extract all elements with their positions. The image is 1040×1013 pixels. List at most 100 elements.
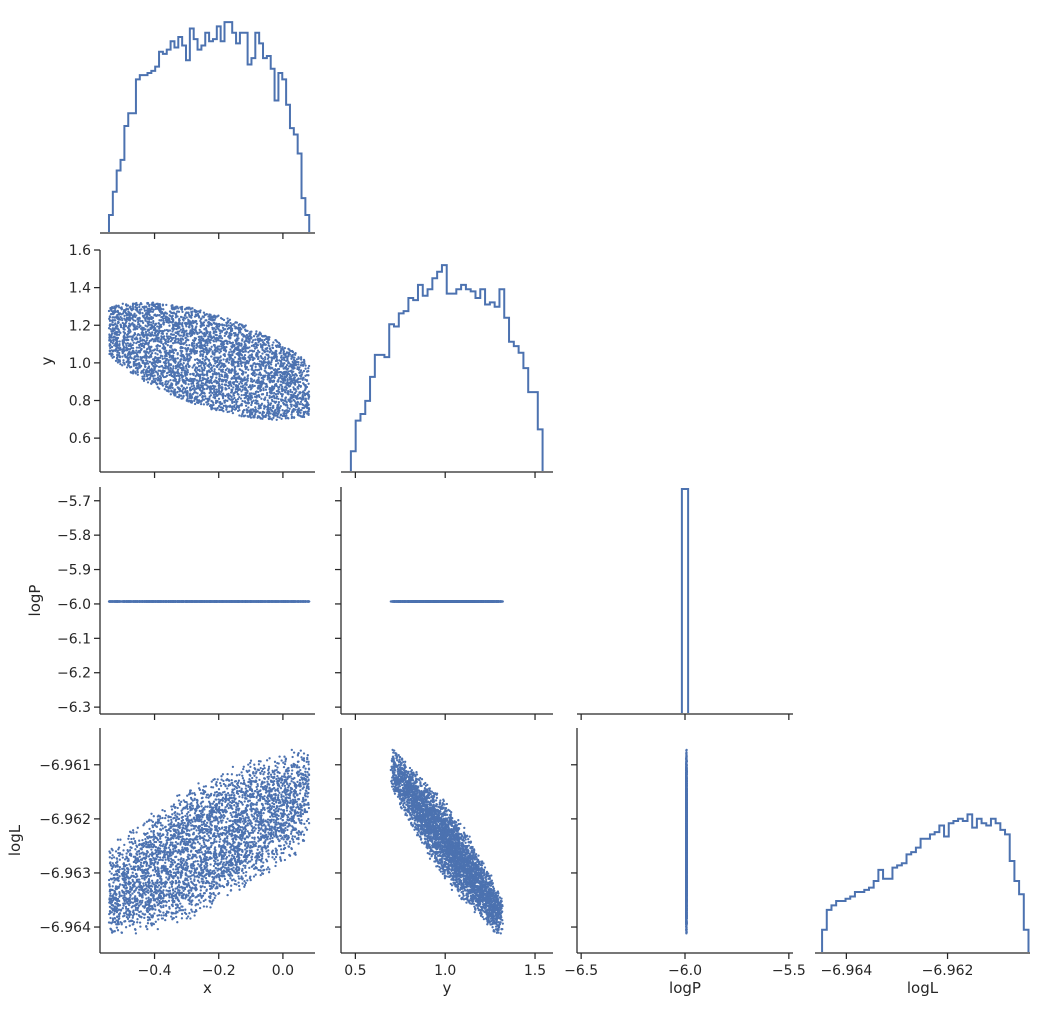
scatter-point <box>115 360 117 362</box>
scatter-point <box>193 385 195 387</box>
histogram-bin <box>490 302 495 471</box>
scatter-point <box>201 372 203 374</box>
scatter-point <box>260 368 262 370</box>
scatter-point <box>203 312 205 314</box>
histogram-bin <box>408 298 413 471</box>
scatter-point <box>189 348 191 350</box>
scatter-point <box>271 344 273 346</box>
histogram-bin <box>186 60 190 232</box>
scatter-point <box>301 371 303 373</box>
histogram-bin <box>109 215 113 232</box>
histogram-bin <box>259 43 263 232</box>
scatter-point <box>244 397 246 399</box>
histogram-bin <box>351 451 356 471</box>
scatter-point <box>257 382 259 384</box>
histogram-bin <box>504 318 509 471</box>
scatter-point <box>247 369 249 371</box>
scatter-point <box>289 408 291 410</box>
scatter-point <box>265 389 267 391</box>
scatter-point <box>170 393 172 395</box>
histogram-bin <box>370 377 375 471</box>
histogram-bin <box>248 65 252 232</box>
scatter-point <box>195 379 197 381</box>
histogram-bin <box>682 489 688 713</box>
scatter-point <box>293 417 295 419</box>
scatter-point <box>187 383 189 385</box>
histogram-bin <box>461 285 466 471</box>
scatter-point <box>278 401 280 403</box>
scatter-point <box>307 383 309 385</box>
histogram-bin <box>897 865 902 952</box>
histogram-bin <box>939 825 944 952</box>
scatter-point <box>308 365 310 367</box>
scatter-point <box>218 345 220 347</box>
histogram-bin <box>217 26 221 232</box>
histogram-bin <box>902 863 907 952</box>
histogram-bin <box>878 870 883 952</box>
scatter-point <box>169 336 171 338</box>
histogram-x <box>109 22 309 232</box>
histogram-y <box>351 265 543 471</box>
scatter-point <box>277 398 279 400</box>
scatter-point <box>123 317 125 319</box>
scatter-point <box>276 395 278 397</box>
histogram-bin <box>509 342 514 471</box>
histogram-bin <box>528 392 533 471</box>
scatter-point <box>166 333 168 335</box>
histogram-bin <box>389 324 394 471</box>
scatter-point <box>219 332 221 334</box>
scatter-point <box>253 362 255 364</box>
scatter-point <box>145 331 147 333</box>
histogram-bin <box>174 48 178 232</box>
scatter-point <box>117 305 119 307</box>
histogram-bin <box>485 305 490 471</box>
scatter-point <box>272 417 274 419</box>
histogram-bin <box>874 881 879 952</box>
scatter-point <box>122 303 124 305</box>
scatter-point <box>148 305 150 307</box>
histogram-bin <box>921 839 926 952</box>
scatter-point <box>189 373 191 375</box>
scatter-point <box>286 404 288 406</box>
scatter-point <box>230 385 232 387</box>
scatter-point <box>302 404 304 406</box>
histogram-bin <box>968 814 973 952</box>
histogram-bin <box>907 854 912 952</box>
histogram-bin <box>841 901 846 952</box>
histogram-bin <box>171 41 175 232</box>
scatter-point <box>160 338 162 340</box>
scatter-point <box>152 320 154 322</box>
histogram-bin <box>916 848 921 952</box>
histogram-bin <box>1005 834 1010 952</box>
histogram-bin <box>128 113 132 232</box>
scatter-point <box>194 403 196 405</box>
histogram-bin <box>290 128 294 232</box>
scatter-point <box>213 365 215 367</box>
histogram-bin <box>949 823 954 952</box>
scatter-point <box>235 403 237 405</box>
scatter-point <box>215 328 217 330</box>
histogram-bin <box>255 33 259 232</box>
scatter-point <box>232 386 234 388</box>
histogram-bin <box>944 837 949 952</box>
scatter-point <box>207 377 209 379</box>
scatter-point <box>264 356 266 358</box>
scatter-point <box>166 337 168 339</box>
scatter-point <box>169 379 171 381</box>
histogram-bin <box>447 294 452 471</box>
histogram-bin <box>198 50 202 232</box>
histogram-bin <box>159 52 163 232</box>
histogram-bin <box>132 113 136 232</box>
scatter-point <box>242 389 244 391</box>
scatter-point <box>254 339 256 341</box>
scatter-point <box>122 359 124 361</box>
scatter-point <box>123 315 125 317</box>
scatter-point <box>122 361 124 363</box>
histogram-bin <box>399 313 404 471</box>
histogram-bin <box>190 28 194 232</box>
scatter-point <box>153 374 155 376</box>
histogram-bin <box>267 56 271 232</box>
scatter-point <box>193 400 195 402</box>
scatter-point <box>213 358 215 360</box>
scatter-point <box>181 311 183 313</box>
